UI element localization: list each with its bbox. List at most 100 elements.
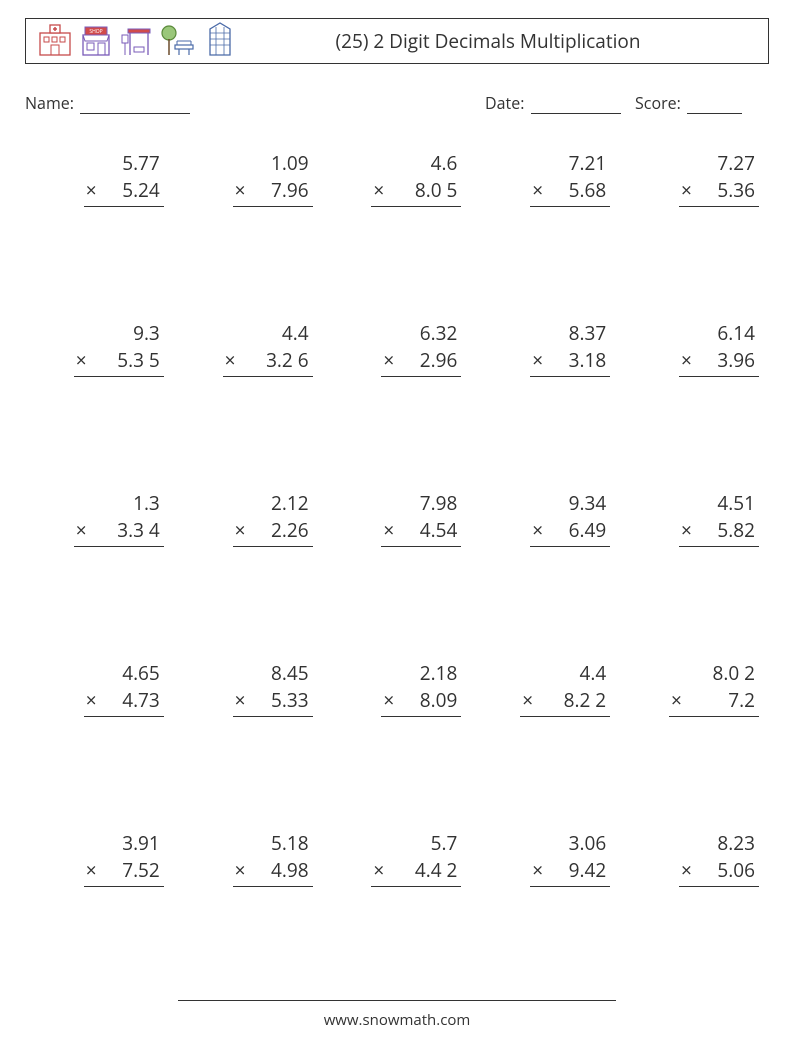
problem-inner: 4.4×8.2 2: [520, 660, 610, 820]
multiplicand: 8.37: [530, 320, 610, 346]
operator: ×: [679, 347, 710, 373]
shop-icon: SHOP: [77, 21, 115, 62]
multiplier-row: ×5.24: [84, 176, 164, 207]
info-row: Name: Date: Score:: [25, 92, 769, 114]
operator: ×: [371, 857, 402, 883]
multiplicand: 8.45: [233, 660, 313, 686]
problem: 8.23×5.06: [620, 820, 769, 990]
operator: ×: [679, 177, 710, 203]
operator: ×: [669, 687, 700, 713]
problem-inner: 7.27×5.36: [679, 150, 759, 310]
multiplicand: 4.4: [520, 660, 610, 686]
score-blank[interactable]: [687, 113, 742, 114]
operator: ×: [84, 687, 115, 713]
name-blank[interactable]: [80, 113, 190, 114]
multiplier-row: ×8.2 2: [520, 686, 610, 717]
problem-inner: 3.06×9.42: [530, 830, 610, 990]
operator: ×: [74, 517, 105, 543]
problem: 1.09×7.96: [174, 140, 323, 310]
footer-text: www.snowmath.com: [0, 1010, 794, 1030]
title-box: SHOP: [25, 18, 769, 64]
multiplicand: 5.77: [84, 150, 164, 176]
multiplicand: 7.21: [530, 150, 610, 176]
operator: ×: [84, 177, 115, 203]
problem-inner: 9.3×5.3 5: [74, 320, 164, 480]
multiplier-row: ×8.09: [381, 686, 461, 717]
date-label: Date:: [485, 92, 524, 114]
problem-inner: 5.18×4.98: [233, 830, 313, 990]
multiplier-row: ×4.4 2: [371, 856, 461, 887]
problem-inner: 7.98×4.54: [381, 490, 461, 650]
multiplier-row: ×9.42: [530, 856, 610, 887]
multiplier: 3.2 6: [253, 347, 312, 373]
problem-inner: 5.7×4.4 2: [371, 830, 461, 990]
operator: ×: [381, 687, 412, 713]
multiplier: 4.73: [115, 687, 164, 713]
multiplier: 4.54: [412, 517, 461, 543]
title-icons: SHOP: [26, 21, 238, 62]
problem: 7.98×4.54: [323, 480, 472, 650]
problem: 9.3×5.3 5: [25, 310, 174, 480]
date-blank[interactable]: [531, 113, 621, 114]
problem-inner: 8.37×3.18: [530, 320, 610, 480]
problem-inner: 8.0 2×7.2: [669, 660, 759, 820]
multiplier: 5.3 5: [105, 347, 164, 373]
problem-inner: 4.65×4.73: [84, 660, 164, 820]
problem: 8.37×3.18: [471, 310, 620, 480]
name-label: Name:: [25, 92, 74, 114]
operator: ×: [520, 687, 551, 713]
score-field: Score:: [635, 92, 755, 114]
multiplier: 5.82: [710, 517, 759, 543]
multiplier: 5.68: [561, 177, 610, 203]
operator: ×: [233, 857, 264, 883]
multiplier-row: ×5.68: [530, 176, 610, 207]
multiplier: 7.96: [263, 177, 312, 203]
multiplier-row: ×3.18: [530, 346, 610, 377]
operator: ×: [530, 177, 561, 203]
problem: 7.21×5.68: [471, 140, 620, 310]
problem: 5.7×4.4 2: [323, 820, 472, 990]
multiplier: 9.42: [561, 857, 610, 883]
multiplicand: 4.51: [679, 490, 759, 516]
problem-inner: 7.21×5.68: [530, 150, 610, 310]
operator: ×: [530, 347, 561, 373]
multiplier-row: ×4.98: [233, 856, 313, 887]
multiplicand: 1.3: [74, 490, 164, 516]
multiplier-row: ×2.96: [381, 346, 461, 377]
multiplicand: 3.06: [530, 830, 610, 856]
problem: 6.32×2.96: [323, 310, 472, 480]
operator: ×: [233, 177, 264, 203]
problem: 8.45×5.33: [174, 650, 323, 820]
multiplier-row: ×7.2: [669, 686, 759, 717]
multiplicand: 1.09: [233, 150, 313, 176]
multiplicand: 5.18: [233, 830, 313, 856]
operator: ×: [530, 857, 561, 883]
problem: 4.65×4.73: [25, 650, 174, 820]
problem-inner: 2.12×2.26: [233, 490, 313, 650]
problem: 6.14×3.96: [620, 310, 769, 480]
multiplier-row: ×5.33: [233, 686, 313, 717]
operator: ×: [84, 857, 115, 883]
problem-inner: 3.91×7.52: [84, 830, 164, 990]
multiplicand: 9.34: [530, 490, 610, 516]
problem: 8.0 2×7.2: [620, 650, 769, 820]
multiplier: 5.24: [115, 177, 164, 203]
multiplicand: 2.18: [381, 660, 461, 686]
operator: ×: [381, 517, 412, 543]
multiplier-row: ×4.73: [84, 686, 164, 717]
problem-inner: 4.6×8.0 5: [371, 150, 461, 310]
problem-inner: 4.4×3.2 6: [223, 320, 313, 480]
multiplier-row: ×5.82: [679, 516, 759, 547]
multiplier: 5.33: [263, 687, 312, 713]
hospital-icon: [36, 21, 74, 62]
bus-stop-icon: [118, 21, 156, 62]
multiplier: 2.96: [412, 347, 461, 373]
operator: ×: [233, 517, 264, 543]
problem-grid: 5.77×5.241.09×7.964.6×8.0 57.21×5.687.27…: [25, 140, 769, 990]
problem: 3.06×9.42: [471, 820, 620, 990]
multiplicand: 6.14: [679, 320, 759, 346]
multiplier-row: ×2.26: [233, 516, 313, 547]
problem-inner: 8.45×5.33: [233, 660, 313, 820]
multiplier: 8.0 5: [402, 177, 461, 203]
worksheet-title: (25) 2 Digit Decimals Multiplication: [238, 28, 768, 54]
